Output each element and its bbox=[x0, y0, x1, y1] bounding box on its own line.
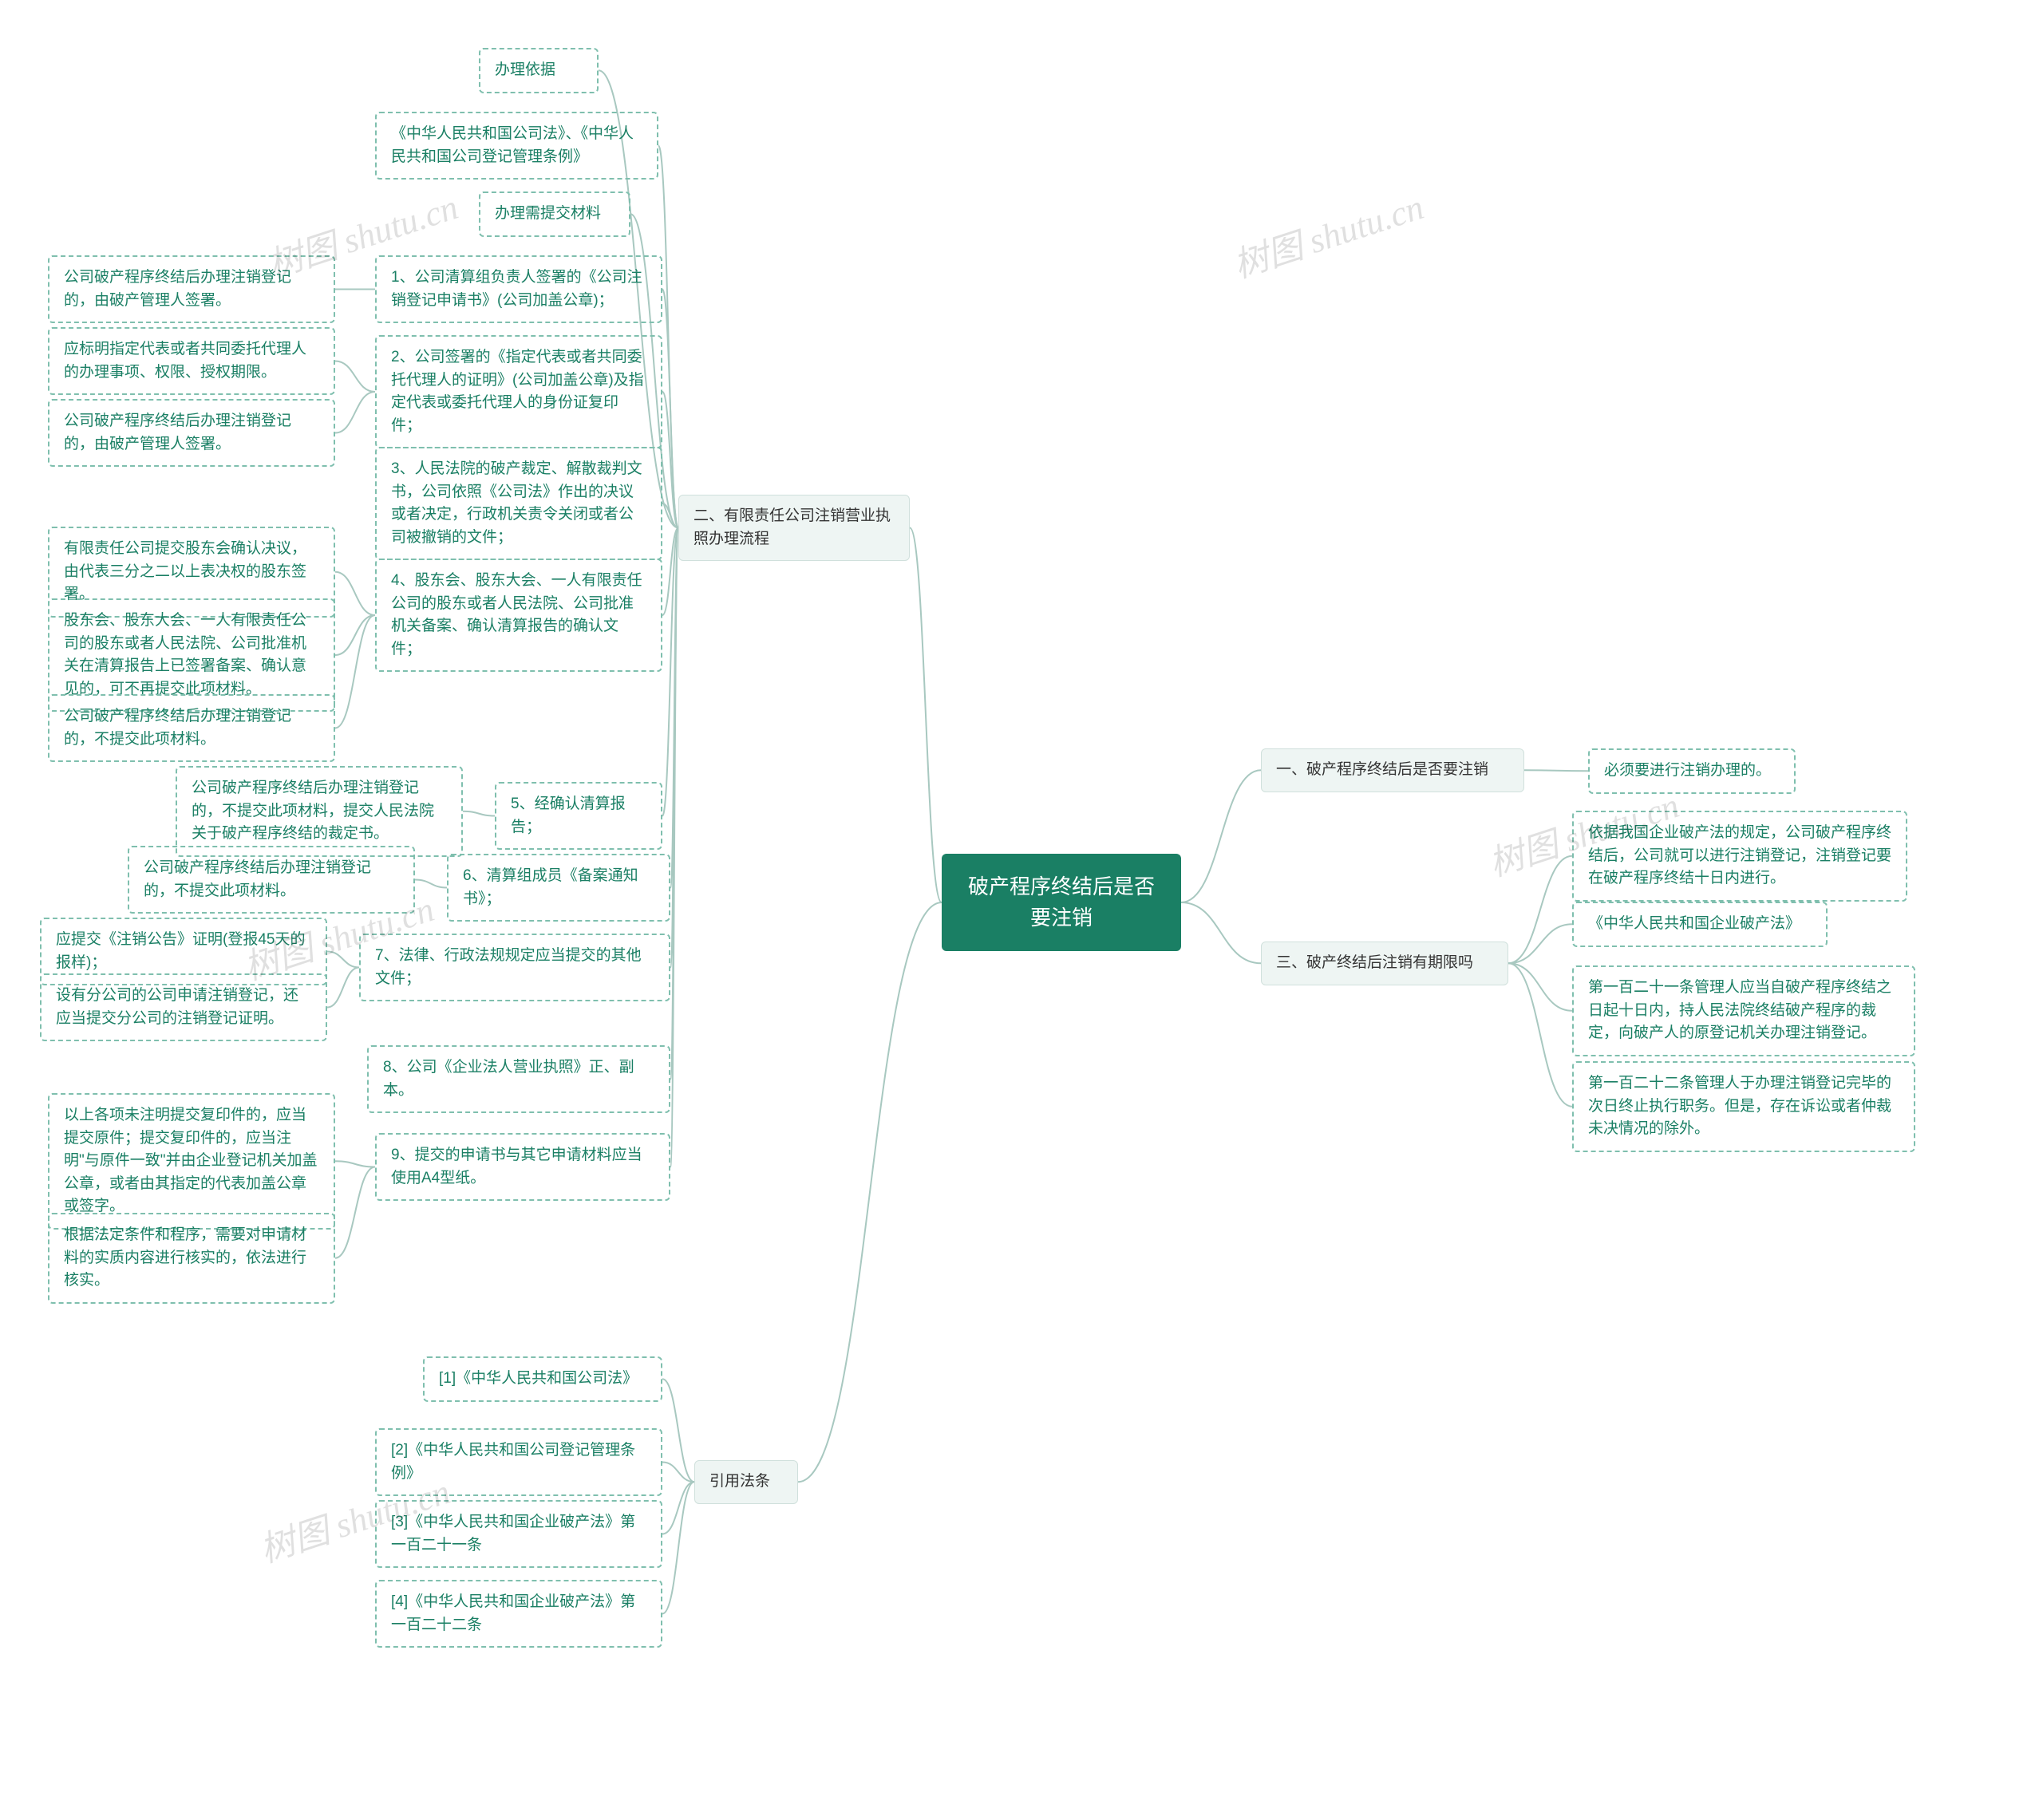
leaf-label: 办理需提交材料 bbox=[495, 205, 601, 222]
right-leaf-2-2: 《中华人民共和国企业破产法》 bbox=[1572, 902, 1828, 947]
lb1-c2: 办理需提交材料 bbox=[479, 191, 630, 237]
left-branch-1: 二、有限责任公司注销营业执照办理流程 bbox=[678, 495, 910, 561]
leaf-label: 5、经确认清算报告； bbox=[511, 796, 626, 835]
lb1-c4: 2、公司签署的《指定代表或者共同委托代理人的证明》(公司加盖公章)及指定代表或委… bbox=[375, 335, 662, 448]
leaf-label: 9、提交的申请书与其它申请材料应当使用A4型纸。 bbox=[391, 1147, 642, 1186]
lb1-c4-1: 公司破产程序终结后办理注销登记的，由破产管理人签署。 bbox=[48, 399, 335, 467]
branch-label: 引用法条 bbox=[709, 1473, 770, 1490]
root-node: 破产程序终结后是否要注销 bbox=[942, 854, 1181, 951]
lb1-c8: 6、清算组成员《备案通知书》； bbox=[447, 854, 670, 922]
leaf-label: 股东会、股东大会、一人有限责任公司的股东或者人民法院、公司批准机关在清算报告上已… bbox=[64, 612, 306, 697]
watermark: 树图 shutu.cn bbox=[1226, 178, 1429, 287]
lb2-c2: [3]《中华人民共和国企业破产法》第一百二十一条 bbox=[375, 1500, 662, 1568]
lb1-c3: 1、公司清算组负责人签署的《公司注销登记申请书》(公司加盖公章)； bbox=[375, 255, 662, 323]
leaf-label: 公司破产程序终结后办理注销登记的，不提交此项材料。 bbox=[64, 708, 291, 748]
leaf-label: 设有分公司的公司申请注销登记，还应当提交分公司的注销登记证明。 bbox=[56, 987, 298, 1027]
leaf-label: 4、股东会、股东大会、一人有限责任公司的股东或者人民法院、公司批准机关备案、确认… bbox=[391, 572, 642, 657]
leaf-label: 以上各项未注明提交复印件的，应当提交原件；提交复印件的，应当注明"与原件一致"并… bbox=[64, 1107, 318, 1214]
lb1-c8-0: 公司破产程序终结后办理注销登记的，不提交此项材料。 bbox=[128, 846, 415, 914]
leaf-label: [2]《中华人民共和国公司登记管理条例》 bbox=[391, 1442, 635, 1482]
right-leaf-2-4: 第一百二十二条管理人于办理注销登记完毕的次日终止执行职务。但是，存在诉讼或者仲裁… bbox=[1572, 1061, 1915, 1152]
left-branch-2: 引用法条 bbox=[694, 1460, 798, 1504]
lb2-c1: [2]《中华人民共和国公司登记管理条例》 bbox=[375, 1428, 662, 1496]
lb2-c0: [1]《中华人民共和国公司法》 bbox=[423, 1356, 662, 1402]
leaf-label: 《中华人民共和国公司法》、《中华人民共和国公司登记管理条例》 bbox=[391, 125, 634, 165]
leaf-label: 公司破产程序终结后办理注销登记的，不提交此项材料，提交人民法院关于破产程序终结的… bbox=[192, 780, 434, 842]
lb1-c7-0: 公司破产程序终结后办理注销登记的，不提交此项材料，提交人民法院关于破产程序终结的… bbox=[176, 766, 463, 857]
leaf-label: 公司破产程序终结后办理注销登记的，不提交此项材料。 bbox=[144, 859, 371, 899]
branch-label: 二、有限责任公司注销营业执照办理流程 bbox=[694, 507, 891, 547]
right-leaf-2-3: 第一百二十一条管理人应当自破产程序终结之日起十日内，持人民法院终结破产程序的裁定… bbox=[1572, 965, 1915, 1056]
lb1-c11-1: 根据法定条件和程序，需要对申请材料的实质内容进行核实的，依法进行核实。 bbox=[48, 1213, 335, 1304]
lb1-c6-2: 公司破产程序终结后办理注销登记的，不提交此项材料。 bbox=[48, 694, 335, 762]
leaf-label: 6、清算组成员《备案通知书》； bbox=[463, 867, 638, 907]
leaf-label: 公司破产程序终结后办理注销登记的，由破产管理人签署。 bbox=[64, 413, 291, 452]
branch-label: 一、破产程序终结后是否要注销 bbox=[1276, 761, 1488, 778]
leaf-label: [1]《中华人民共和国公司法》 bbox=[439, 1370, 638, 1387]
root-label: 破产程序终结后是否要注销 bbox=[968, 874, 1155, 930]
leaf-label: 《中华人民共和国企业破产法》 bbox=[1588, 915, 1800, 932]
right-branch-1: 一、破产程序终结后是否要注销 bbox=[1261, 748, 1524, 792]
right-branch-2: 三、破产终结后注销有期限吗 bbox=[1261, 942, 1508, 985]
leaf-label: 第一百二十一条管理人应当自破产程序终结之日起十日内，持人民法院终结破产程序的裁定… bbox=[1588, 979, 1891, 1041]
leaf-label: 应标明指定代表或者共同委托代理人的办理事项、权限、授权期限。 bbox=[64, 341, 306, 381]
leaf-label: 办理依据 bbox=[495, 61, 555, 78]
leaf-label: 公司破产程序终结后办理注销登记的，由破产管理人签署。 bbox=[64, 269, 291, 309]
lb2-c3: [4]《中华人民共和国企业破产法》第一百二十二条 bbox=[375, 1580, 662, 1648]
right-leaf-2-1: 依据我国企业破产法的规定，公司破产程序终结后，公司就可以进行注销登记，注销登记要… bbox=[1572, 811, 1907, 902]
lb1-c11-0: 以上各项未注明提交复印件的，应当提交原件；提交复印件的，应当注明"与原件一致"并… bbox=[48, 1093, 335, 1230]
leaf-label: 有限责任公司提交股东会确认决议，由代表三分之二以上表决权的股东签署。 bbox=[64, 540, 306, 602]
leaf-label: 1、公司清算组负责人签署的《公司注销登记申请书》(公司加盖公章)； bbox=[391, 269, 642, 309]
leaf-label: 3、人民法院的破产裁定、解散裁判文书，公司依照《公司法》作出的决议或者决定，行政… bbox=[391, 460, 642, 546]
lb1-c11: 9、提交的申请书与其它申请材料应当使用A4型纸。 bbox=[375, 1133, 670, 1201]
right-leaf-1-1: 必须要进行注销办理的。 bbox=[1588, 748, 1796, 794]
leaf-label: 依据我国企业破产法的规定，公司破产程序终结后，公司就可以进行注销登记，注销登记要… bbox=[1588, 824, 1891, 886]
lb1-c5: 3、人民法院的破产裁定、解散裁判文书，公司依照《公司法》作出的决议或者决定，行政… bbox=[375, 447, 662, 560]
lb1-c9-1: 设有分公司的公司申请注销登记，还应当提交分公司的注销登记证明。 bbox=[40, 973, 327, 1041]
lb1-c3-0: 公司破产程序终结后办理注销登记的，由破产管理人签署。 bbox=[48, 255, 335, 323]
leaf-label: 第一百二十二条管理人于办理注销登记完毕的次日终止执行职务。但是，存在诉讼或者仲裁… bbox=[1588, 1075, 1891, 1137]
lb1-c1: 《中华人民共和国公司法》、《中华人民共和国公司登记管理条例》 bbox=[375, 112, 658, 180]
lb1-c4-0: 应标明指定代表或者共同委托代理人的办理事项、权限、授权期限。 bbox=[48, 327, 335, 395]
lb1-c6: 4、股东会、股东大会、一人有限责任公司的股东或者人民法院、公司批准机关备案、确认… bbox=[375, 559, 662, 672]
lb1-c0: 办理依据 bbox=[479, 48, 599, 93]
leaf-label: 8、公司《企业法人营业执照》正、副本。 bbox=[383, 1059, 634, 1099]
lb1-c10: 8、公司《企业法人营业执照》正、副本。 bbox=[367, 1045, 670, 1113]
leaf-label: 必须要进行注销办理的。 bbox=[1604, 762, 1771, 779]
leaf-label: [4]《中华人民共和国企业破产法》第一百二十二条 bbox=[391, 1593, 635, 1633]
branch-label: 三、破产终结后注销有期限吗 bbox=[1276, 954, 1473, 971]
leaf-label: 应提交《注销公告》证明(登报45天的报样)； bbox=[56, 931, 305, 971]
leaf-label: [3]《中华人民共和国企业破产法》第一百二十一条 bbox=[391, 1514, 635, 1554]
leaf-label: 2、公司签署的《指定代表或者共同委托代理人的证明》(公司加盖公章)及指定代表或委… bbox=[391, 349, 644, 434]
lb1-c7: 5、经确认清算报告； bbox=[495, 782, 662, 850]
leaf-label: 根据法定条件和程序，需要对申请材料的实质内容进行核实的，依法进行核实。 bbox=[64, 1226, 306, 1289]
leaf-label: 7、法律、行政法规规定应当提交的其他文件； bbox=[375, 947, 642, 987]
lb1-c9: 7、法律、行政法规规定应当提交的其他文件； bbox=[359, 934, 670, 1001]
